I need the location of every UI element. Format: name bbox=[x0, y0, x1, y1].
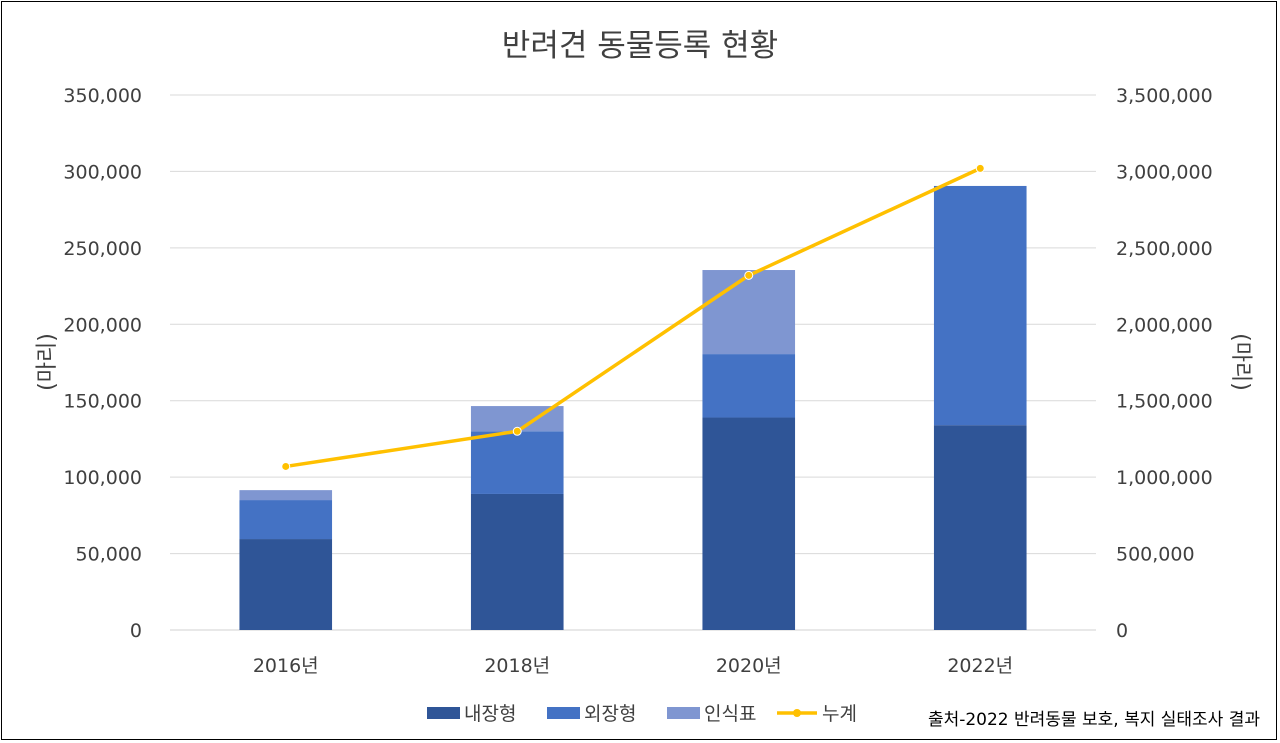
left-axis: 0 50,000 100,000 150,000 200,000 250,000 300,0… bbox=[63, 85, 142, 642]
y2-tick-label: 1,500,000 bbox=[1116, 391, 1213, 413]
legend-label: 내장형 bbox=[464, 703, 516, 725]
legend-swatch bbox=[427, 707, 460, 719]
legend-swatch bbox=[547, 707, 580, 719]
y2-tick-label: 3,500,000 bbox=[1116, 85, 1213, 107]
bar-segment bbox=[239, 490, 333, 501]
x-tick-label: 2022년 bbox=[947, 655, 1013, 677]
line-point bbox=[512, 426, 522, 436]
x-tick-label: 2020년 bbox=[716, 655, 782, 677]
legend-label: 외장형 bbox=[584, 703, 636, 725]
bar-segment bbox=[933, 425, 1027, 630]
line-path bbox=[285, 166, 981, 469]
y-tick-label: 350,000 bbox=[63, 85, 142, 107]
y2-tick-label: 2,000,000 bbox=[1116, 314, 1213, 336]
legend-swatch bbox=[667, 707, 700, 719]
line-point bbox=[975, 163, 985, 173]
bar-segment bbox=[702, 417, 796, 630]
bar-segment bbox=[933, 185, 1027, 426]
x-tick-label: 2018년 bbox=[484, 655, 550, 677]
y-tick-label: 150,000 bbox=[63, 391, 142, 413]
y2-tick-label: 1,000,000 bbox=[1116, 467, 1213, 489]
y-tick-label: 200,000 bbox=[63, 314, 142, 336]
chart-title: 반려견 동물등록 현황 bbox=[502, 28, 778, 64]
y2-tick-label: 500,000 bbox=[1116, 544, 1195, 566]
y-tick-label: 250,000 bbox=[63, 238, 142, 260]
line-series bbox=[281, 163, 985, 471]
bar-segment bbox=[470, 431, 564, 494]
y-tick-label: 100,000 bbox=[63, 467, 142, 489]
legend-marker bbox=[793, 709, 801, 717]
bar-segment bbox=[702, 270, 796, 355]
bar-segment bbox=[702, 354, 796, 418]
y2-axis-title: (마리) bbox=[1228, 333, 1253, 391]
y-tick-label: 0 bbox=[130, 620, 142, 642]
bar-segment bbox=[239, 539, 333, 630]
source-note: 출처-2022 반려동물 보호, 복지 실태조사 결과 bbox=[928, 710, 1260, 730]
y-tick-label: 50,000 bbox=[76, 544, 142, 566]
x-axis: 2016년 2018년 2020년 2022년 bbox=[253, 655, 1013, 677]
y2-tick-label: 3,000,000 bbox=[1116, 161, 1213, 183]
bar-segment bbox=[239, 500, 333, 540]
y-axis-title: (마리) bbox=[35, 333, 60, 391]
legend-label: 인식표 bbox=[704, 703, 756, 725]
legend: 내장형 외장형 인식표 누계 bbox=[427, 703, 857, 725]
y2-tick-label: 0 bbox=[1116, 620, 1128, 642]
legend-label: 누계 bbox=[822, 703, 857, 725]
bar-series bbox=[239, 185, 1027, 630]
y2-tick-label: 2,500,000 bbox=[1116, 238, 1213, 260]
right-axis: 0 500,000 1,000,000 1,500,000 2,000,000 2,500… bbox=[1116, 85, 1213, 642]
y-tick-label: 300,000 bbox=[63, 161, 142, 183]
bar-segment bbox=[470, 493, 564, 630]
line-point bbox=[281, 461, 291, 471]
line-point bbox=[744, 270, 754, 280]
x-tick-label: 2016년 bbox=[253, 655, 319, 677]
